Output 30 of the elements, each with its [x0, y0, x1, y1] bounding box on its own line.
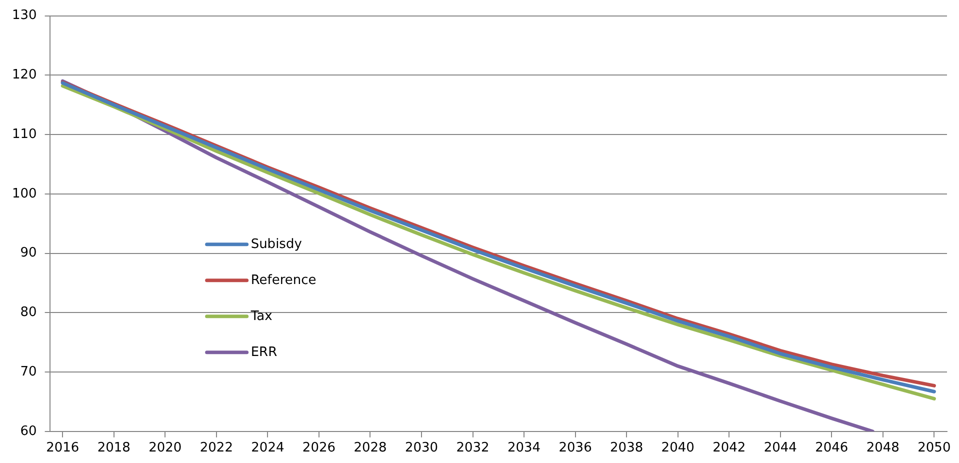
y-tick-label: 110	[12, 126, 37, 142]
y-tick-label: 100	[12, 186, 37, 202]
y-tick-label: 70	[20, 364, 37, 380]
x-tick-label: 2044	[764, 440, 797, 456]
x-tick-label: 2022	[200, 440, 233, 456]
x-tick-label: 2028	[354, 440, 387, 456]
x-tick-label: 2026	[302, 440, 336, 456]
x-tick-label: 2018	[97, 440, 130, 456]
legend-label: Subisdy	[250, 236, 302, 252]
x-tick-label: 2042	[712, 440, 746, 456]
legend-label: ERR	[250, 344, 278, 360]
y-tick-label: 80	[20, 305, 37, 320]
legend-label: Tax	[250, 308, 273, 324]
x-tick-label: 2030	[404, 440, 438, 456]
x-tick-label: 2046	[815, 440, 848, 456]
legend-label: Reference	[250, 272, 316, 288]
x-tick-label: 2024	[251, 440, 284, 456]
x-tick-label: 2036	[558, 440, 592, 456]
y-tick-label: 60	[20, 424, 37, 439]
y-tick-label: 120	[12, 68, 37, 83]
y-tick-label: 130	[12, 8, 37, 24]
x-tick-label: 2050	[918, 440, 951, 456]
x-tick-label: 2034	[507, 440, 541, 456]
x-tick-label: 2020	[148, 440, 182, 456]
x-tick-label: 2040	[661, 440, 694, 456]
y-tick-label: 90	[20, 246, 37, 261]
x-tick-label: 2032	[456, 440, 490, 456]
x-tick-label: 2016	[46, 440, 80, 456]
x-tick-label: 2048	[866, 440, 900, 456]
x-tick-label: 2038	[610, 440, 644, 456]
